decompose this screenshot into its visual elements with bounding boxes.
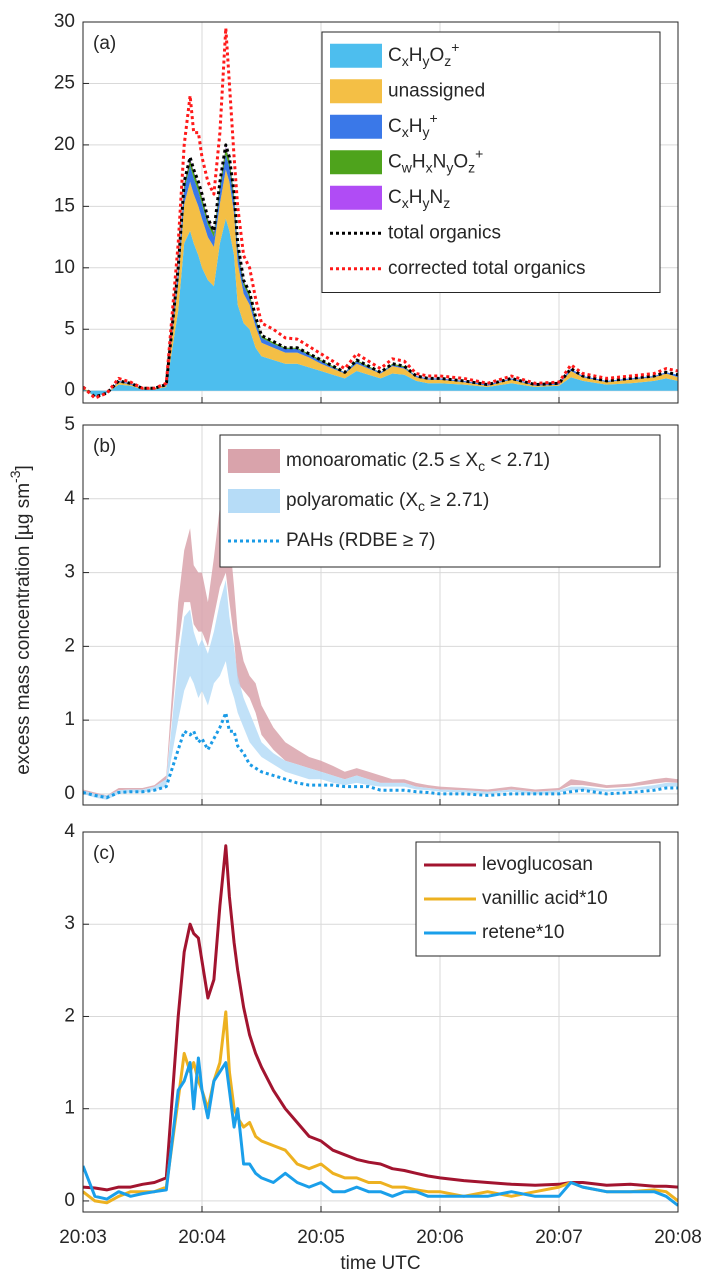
legend-label: vanillic acid*10 (482, 888, 608, 909)
y-tick-label: 2 (64, 1005, 75, 1026)
legend-swatch (330, 150, 382, 175)
line (83, 711, 678, 800)
legend-label: CwHxNyOz+ (388, 145, 483, 175)
y-tick-label: 25 (54, 72, 75, 93)
y-tick-label: 1 (64, 709, 75, 730)
legend-label: levoglucosan (482, 854, 593, 875)
y-tick-label: 0 (64, 380, 75, 401)
legend-swatch (330, 43, 382, 68)
y-tick-label: 15 (54, 195, 75, 216)
legend-label: PAHs (RDBE ≥ 7) (286, 530, 435, 551)
line (83, 143, 678, 399)
plot-frame (82, 831, 679, 1213)
y-tick-label: 0 (64, 783, 75, 804)
y-tick-label: 5 (64, 414, 75, 435)
y-tick-label: 1 (64, 1098, 75, 1119)
x-tick-label: 20:06 (416, 1227, 464, 1248)
y-axis-label: excess mass concentration [µg sm-3] (7, 465, 34, 775)
x-tick-label: 20:03 (59, 1227, 107, 1248)
x-tick-label: 20:05 (297, 1227, 345, 1248)
stacked-area (83, 218, 678, 397)
plot-area (83, 844, 678, 1207)
x-tick-label: 20:08 (654, 1227, 702, 1248)
panel-label: (a) (93, 33, 116, 54)
x-tick-label: 20:04 (178, 1227, 226, 1248)
legend-label: total organics (388, 222, 501, 243)
legend-label: CxHy+ (388, 109, 438, 139)
y-tick-label: 3 (64, 562, 75, 583)
plot-frame (82, 21, 679, 404)
y-tick-label: 4 (64, 821, 75, 842)
legend-label: CxHyNz (388, 187, 450, 211)
y-tick-label: 30 (54, 11, 75, 32)
y-tick-label: 10 (54, 257, 75, 278)
legend-label: unassigned (388, 80, 485, 101)
y-tick-label: 0 (64, 1190, 75, 1211)
x-axis-label: time UTC (340, 1253, 420, 1274)
legend-label: CxHyOz+ (388, 38, 459, 68)
legend-swatch (330, 114, 382, 139)
y-tick-label: 3 (64, 913, 75, 934)
legend-swatch (228, 489, 280, 513)
line (83, 1056, 678, 1207)
line (83, 844, 678, 1192)
legend-box (219, 434, 661, 568)
y-tick-label: 2 (64, 635, 75, 656)
panel-label: (b) (93, 436, 116, 457)
legend-label: monoaromatic (2.5 ≤ Xc < 2.71) (286, 450, 550, 474)
plot-area (83, 26, 678, 400)
legend-swatch (330, 185, 382, 210)
stacked-area (83, 169, 678, 397)
y-tick-label: 5 (64, 318, 75, 339)
x-tick-label: 20:07 (535, 1227, 583, 1248)
panel-label: (c) (93, 843, 115, 864)
legend-swatch (228, 449, 280, 473)
legend-label: corrected total organics (388, 258, 586, 279)
y-tick-label: 20 (54, 134, 75, 155)
legend-swatch (330, 79, 382, 104)
plot-frame (82, 424, 679, 806)
legend-label: retene*10 (482, 922, 564, 943)
line (83, 26, 678, 400)
band (83, 580, 678, 800)
y-tick-label: 4 (64, 488, 75, 509)
legend-label: polyaromatic (Xc ≥ 2.71) (286, 490, 489, 514)
